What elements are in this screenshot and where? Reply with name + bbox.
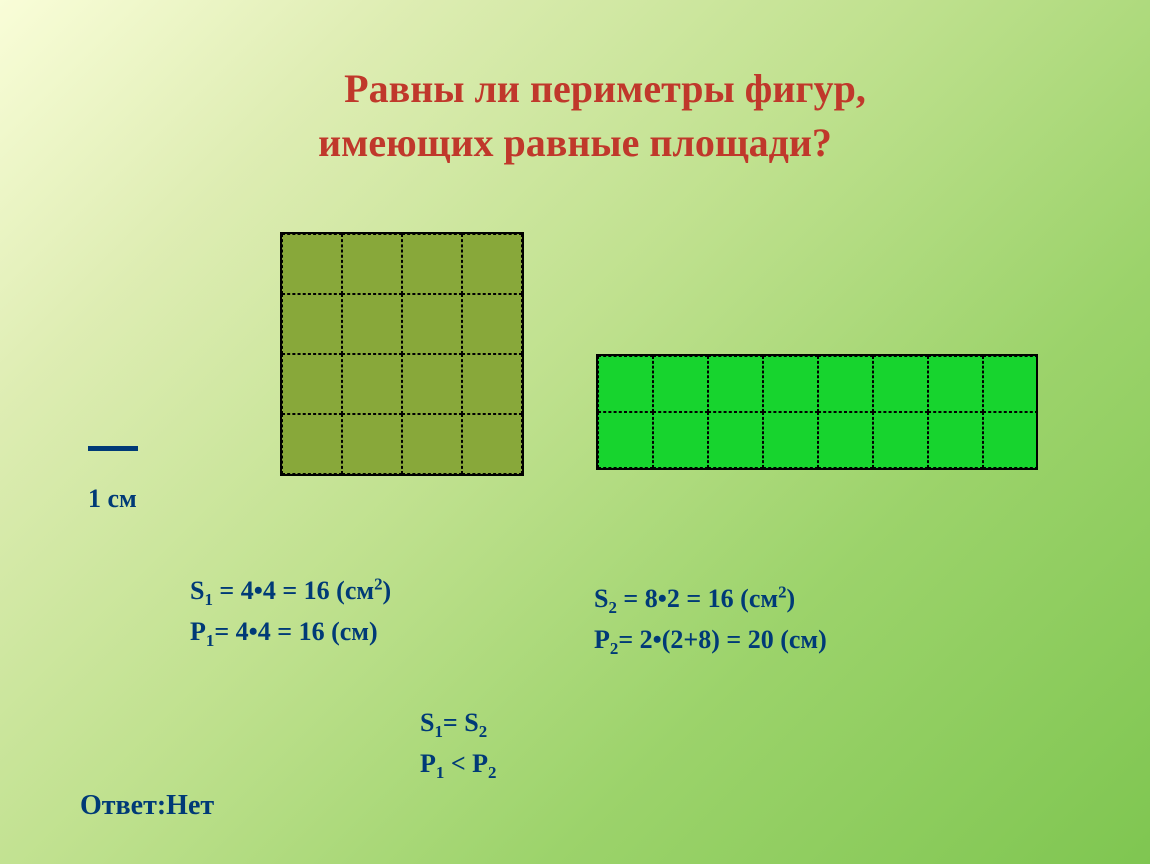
grid-cell [763, 412, 818, 468]
grid-cell [873, 412, 928, 468]
grid-cell [402, 234, 462, 294]
grid-cell [342, 294, 402, 354]
grid-cell [708, 412, 763, 468]
grid-cell [818, 412, 873, 468]
grid-cell [282, 354, 342, 414]
grid-cell [983, 356, 1038, 412]
grid-cell [282, 414, 342, 474]
grid-cell [598, 356, 653, 412]
grid-cell [462, 414, 522, 474]
eq1-perimeter: P1= 4•4 = 16 (см) [190, 613, 391, 654]
eq2-area: S2 = 8•2 = 16 (см2) [594, 580, 827, 621]
grid-cell [402, 354, 462, 414]
answer-text: Ответ:Нет [80, 790, 214, 822]
eq3-perimeter: P1 < P2 [420, 745, 497, 786]
equations-comparison: S1= S2 P1 < P2 [420, 704, 497, 785]
equations-shape-1: S1 = 4•4 = 16 (см2) P1= 4•4 = 16 (см) [190, 572, 391, 653]
title-line-2: имеющих равные площади? [140, 116, 1010, 170]
rectangle-shape [596, 354, 1038, 470]
grid-cell [282, 234, 342, 294]
grid-cell [342, 354, 402, 414]
grid-cell [928, 356, 983, 412]
grid-cell [873, 356, 928, 412]
grid-cell [653, 356, 708, 412]
grid-cell [402, 414, 462, 474]
slide-title: Равны ли периметры фигур, имеющих равные… [140, 62, 1010, 170]
grid-cell [653, 412, 708, 468]
title-line-1: Равны ли периметры фигур, [140, 62, 1010, 116]
grid-cell [983, 412, 1038, 468]
grid-cell [818, 356, 873, 412]
grid-cell [462, 354, 522, 414]
grid-cell [708, 356, 763, 412]
grid-cell [342, 414, 402, 474]
grid-cell [928, 412, 983, 468]
grid-cell [282, 294, 342, 354]
grid-cell [462, 234, 522, 294]
eq3-area: S1= S2 [420, 704, 497, 745]
eq2-perimeter: P2= 2•(2+8) = 20 (см) [594, 621, 827, 662]
scale-mark [88, 446, 138, 451]
grid-cell [763, 356, 818, 412]
grid-cell [402, 294, 462, 354]
square-shape [280, 232, 524, 476]
grid-cell [598, 412, 653, 468]
scale-label: 1 см [88, 484, 137, 514]
eq1-area: S1 = 4•4 = 16 (см2) [190, 572, 391, 613]
grid-cell [462, 294, 522, 354]
equations-shape-2: S2 = 8•2 = 16 (см2) P2= 2•(2+8) = 20 (см… [594, 580, 827, 661]
grid-cell [342, 234, 402, 294]
